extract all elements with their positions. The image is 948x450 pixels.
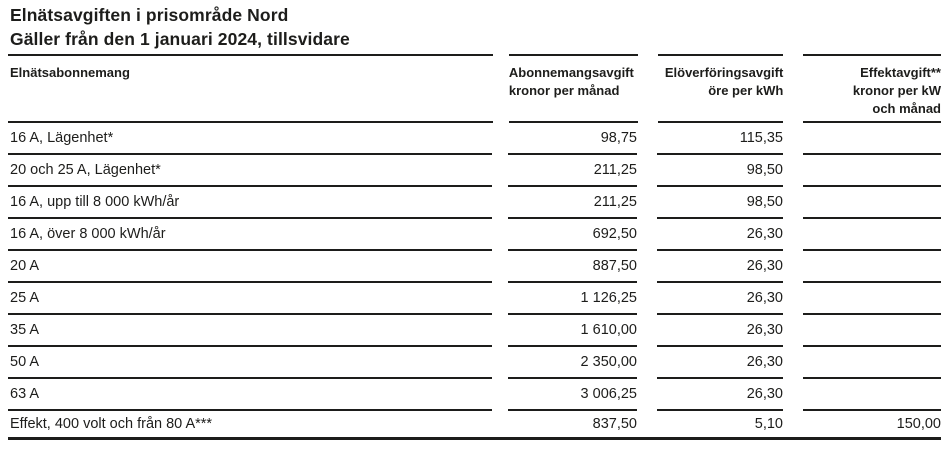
cell-effektavgift [803,315,941,347]
header-cell-effektavgift: Effektavgift** kronor per kW och månad [803,54,941,123]
cell-abonnemangsavgift: 3 006,25 [508,379,637,411]
cell-effektavgift [803,379,941,411]
cell-abonnemangsavgift: 1 126,25 [508,283,637,315]
header-label: Elöverföringsavgift [664,65,784,80]
cell-abonnemangsavgift: 2 350,00 [508,347,637,379]
cell-abonnemangsavgift: 98,75 [508,123,637,155]
table-row: 16 A, upp till 8 000 kWh/år 211,25 98,50 [8,187,941,219]
cell-effektavgift [803,155,941,187]
row-label: 16 A, Lägenhet* [8,123,492,155]
cell-eloverforingsavgift: 5,10 [754,416,783,432]
table-row: 16 A, över 8 000 kWh/år 692,50 26,30 [8,219,941,251]
table-header-row: Elnätsabonnemang Abonnemangsavgift krono… [8,54,941,123]
table-row: Effekt, 400 volt och från 80 A*** 837,50… [8,411,941,437]
cell-effektavgift: 150,00 [896,416,941,432]
cell-abonnemangsavgift: 211,25 [508,187,637,219]
table-row: 35 A 1 610,00 26,30 [8,315,941,347]
cell-effektavgift [803,123,941,155]
row-label: Effekt, 400 volt och från 80 A*** [10,416,213,432]
cell-abonnemangsavgift: 211,25 [508,155,637,187]
header-unit: kronor per månad [508,83,620,98]
header-label: Elnätsabonnemang [10,65,130,80]
cell-eloverforingsavgift: 115,35 [657,123,783,155]
row-label: 16 A, över 8 000 kWh/år [8,219,492,251]
title-block: Elnätsavgiften i prisområde Nord Gäller … [8,3,941,51]
header-cell-abonnemangsavgift: Abonnemangsavgift kronor per månad [508,54,638,123]
row-label: 35 A [8,315,492,347]
header-unit: och månad [872,101,941,116]
page-subtitle: Gäller från den 1 januari 2024, tillsvid… [10,29,350,49]
row-label: 63 A [8,379,492,411]
cell-eloverforingsavgift: 98,50 [657,155,783,187]
cell-eloverforingsavgift: 26,30 [657,219,783,251]
cell-abonnemangsavgift: 1 610,00 [508,315,637,347]
header-cell-eloverforingsavgift: Elöverföringsavgift öre per kWh [657,54,784,123]
table-row: 20 A 887,50 26,30 [8,251,941,283]
table-row: 50 A 2 350,00 26,30 [8,347,941,379]
cell-effektavgift [803,283,941,315]
row-label: 16 A, upp till 8 000 kWh/år [8,187,492,219]
cell-eloverforingsavgift: 98,50 [657,187,783,219]
table-row: 20 och 25 A, Lägenhet* 211,25 98,50 [8,155,941,187]
cell-eloverforingsavgift: 26,30 [657,251,783,283]
cell-effektavgift [803,347,941,379]
header-label: Abonnemangsavgift [508,65,634,80]
row-label: 25 A [8,283,492,315]
cell-abonnemangsavgift: 837,50 [592,416,637,432]
row-label: 50 A [8,347,492,379]
cell-eloverforingsavgift: 26,30 [657,379,783,411]
cell-effektavgift [803,251,941,283]
header-unit: kronor per kW [852,83,941,98]
header-cell-elnatsabonnemang: Elnätsabonnemang [8,54,493,123]
table-row: 16 A, Lägenhet* 98,75 115,35 [8,123,941,155]
cell-eloverforingsavgift: 26,30 [657,283,783,315]
page: Elnätsavgiften i prisområde Nord Gäller … [8,3,941,440]
cell-effektavgift [803,187,941,219]
table-bottom-rule [8,437,941,440]
header-label: Effektavgift** [860,65,941,80]
cell-abonnemangsavgift: 692,50 [508,219,637,251]
row-label: 20 och 25 A, Lägenhet* [8,155,492,187]
row-label: 20 A [8,251,492,283]
cell-eloverforingsavgift: 26,30 [657,347,783,379]
cell-eloverforingsavgift: 26,30 [657,315,783,347]
table-row: 63 A 3 006,25 26,30 [8,379,941,411]
price-table: Elnätsabonnemang Abonnemangsavgift krono… [8,54,941,440]
table-row: 25 A 1 126,25 26,30 [8,283,941,315]
page-title: Elnätsavgiften i prisområde Nord [10,5,289,25]
cell-effektavgift [803,219,941,251]
header-unit: öre per kWh [708,83,784,98]
cell-abonnemangsavgift: 887,50 [508,251,637,283]
